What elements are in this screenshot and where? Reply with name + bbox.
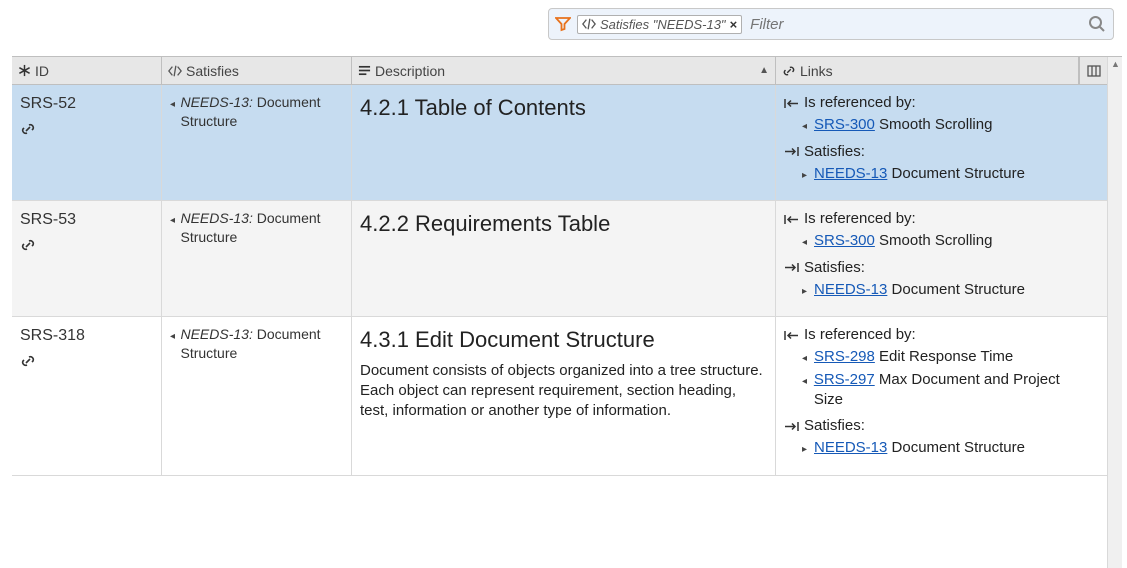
links-referenced-by-label: Is referenced by: [804,209,916,229]
requirement-id: SRS-52 [20,95,76,112]
scroll-up-icon[interactable]: ▲ [1111,59,1120,69]
cell-description: 4.2.1 Table of Contents [352,85,776,200]
filter-chip[interactable]: Satisfies "NEEDS-13" × [577,15,742,34]
link-rest: Document Structure [887,165,1025,182]
table-row[interactable]: SRS-53◂NEEDS-13: Document Structure4.2.2… [12,201,1107,317]
cell-links: Is referenced by: ◂ SRS-298 Edit Response … [776,317,1107,475]
cell-id: SRS-53 [12,201,162,316]
requirements-table: ID Satisfies Description ▲ Links SRS-52 ◂… [12,56,1122,568]
filter-chip-label: Satisfies "NEEDS-13" [600,17,726,32]
columns-icon [1087,64,1101,78]
link-item: ▸ NEEDS-13 Document Structure [784,438,1087,458]
column-header-links[interactable]: Links [776,57,1079,84]
column-header-links-label: Links [800,63,833,79]
description-heading: 4.2.2 Requirements Table [360,209,767,239]
funnel-icon[interactable] [553,14,573,34]
link-rest: Document Structure [887,281,1025,298]
link-ref[interactable]: SRS-300 [814,116,875,133]
link-icon [20,237,153,253]
satisfies-id: NEEDS-13: [180,94,252,110]
link-ref[interactable]: SRS-297 [814,371,875,388]
link-ref[interactable]: NEEDS-13 [814,281,887,298]
cell-description: 4.2.2 Requirements Table [352,201,776,316]
arrow-in-icon [784,329,799,342]
arrow-in-icon [784,97,799,110]
caret-right-icon: ▸ [802,285,810,299]
link-icon [782,64,796,78]
cell-satisfies: ◂NEEDS-13: Document Structure [162,85,352,200]
description-heading: 4.2.1 Table of Contents [360,93,767,123]
links-referenced-by-label: Is referenced by: [804,93,916,113]
arrow-out-icon [784,420,799,433]
code-icon [168,64,182,78]
description-heading: 4.3.1 Edit Document Structure [360,325,767,355]
caret-left-icon: ◂ [802,120,810,134]
search-icon[interactable] [1085,12,1109,36]
links-satisfies-label: Satisfies: [804,258,865,278]
code-icon [582,17,596,31]
table-header: ID Satisfies Description ▲ Links [12,57,1107,85]
link-item: ▸ NEEDS-13 Document Structure [784,280,1087,300]
cell-id: SRS-318 [12,317,162,475]
cell-links: Is referenced by: ◂ SRS-300 Smooth Scrolli… [776,85,1107,200]
asterisk-icon [18,64,31,77]
links-referenced-by-label: Is referenced by: [804,325,916,345]
table-row[interactable]: SRS-318◂NEEDS-13: Document Structure4.3.… [12,317,1107,476]
link-rest: Smooth Scrolling [875,232,993,249]
lines-icon [358,64,371,77]
column-picker-button[interactable] [1079,57,1107,84]
sort-asc-icon[interactable]: ▲ [759,65,769,76]
satisfies-id: NEEDS-13: [180,210,252,226]
cell-id: SRS-52 [12,85,162,200]
arrow-out-icon [784,145,799,158]
link-ref[interactable]: NEEDS-13 [814,439,887,456]
cell-description: 4.3.1 Edit Document Structure Document co… [352,317,776,475]
cell-satisfies: ◂NEEDS-13: Document Structure [162,317,352,475]
caret-left-icon: ◂ [170,98,176,131]
link-ref[interactable]: SRS-298 [814,348,875,365]
satisfies-id: NEEDS-13: [180,326,252,342]
column-header-description[interactable]: Description ▲ [352,57,776,84]
caret-right-icon: ▸ [802,169,810,183]
caret-left-icon: ◂ [170,214,176,247]
link-icon [20,353,153,369]
link-rest: Document Structure [887,439,1025,456]
filter-bar: Satisfies "NEEDS-13" × [548,8,1114,40]
link-rest: Smooth Scrolling [875,116,993,133]
link-rest: Edit Response Time [875,348,1013,365]
link-ref[interactable]: NEEDS-13 [814,165,887,182]
caret-left-icon: ◂ [802,352,810,366]
cell-links: Is referenced by: ◂ SRS-300 Smooth Scrolli… [776,201,1107,316]
link-icon [20,121,153,137]
arrow-in-icon [784,213,799,226]
caret-left-icon: ◂ [802,375,810,389]
link-item: ▸ NEEDS-13 Document Structure [784,164,1087,184]
column-header-satisfies[interactable]: Satisfies [162,57,352,84]
caret-left-icon: ◂ [802,236,810,250]
caret-right-icon: ▸ [802,443,810,457]
link-ref[interactable]: SRS-300 [814,232,875,249]
column-header-satisfies-label: Satisfies [186,63,239,79]
vertical-scrollbar[interactable]: ▲ [1107,57,1122,568]
cell-satisfies: ◂NEEDS-13: Document Structure [162,201,352,316]
description-body: Document consists of objects organized i… [360,361,767,422]
link-item: ◂ SRS-300 Smooth Scrolling [784,115,1087,135]
column-header-description-label: Description [375,63,445,79]
links-satisfies-label: Satisfies: [804,142,865,162]
column-header-id[interactable]: ID [12,57,162,84]
caret-left-icon: ◂ [170,330,176,363]
requirement-id: SRS-318 [20,327,85,344]
arrow-out-icon [784,261,799,274]
link-item: ◂SRS-297 Max Document and Project Size [784,370,1087,411]
table-row[interactable]: SRS-52◂NEEDS-13: Document Structure4.2.1… [12,85,1107,201]
links-satisfies-label: Satisfies: [804,416,865,436]
link-item: ◂ SRS-300 Smooth Scrolling [784,231,1087,251]
requirement-id: SRS-53 [20,211,76,228]
filter-input[interactable] [746,16,1081,33]
filter-chip-remove-icon[interactable]: × [730,17,738,32]
link-item: ◂ SRS-298 Edit Response Time [784,347,1087,367]
column-header-id-label: ID [35,63,49,79]
